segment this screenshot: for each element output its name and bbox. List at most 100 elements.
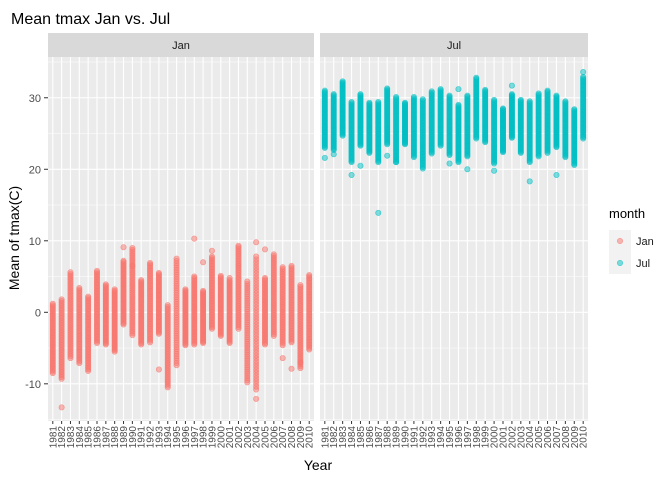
data-point bbox=[102, 281, 109, 288]
data-point bbox=[191, 235, 198, 242]
x-tick-label: 2005 bbox=[261, 426, 272, 449]
data-point bbox=[200, 259, 207, 266]
x-tick-label: 1995 bbox=[445, 426, 456, 449]
data-point bbox=[49, 300, 56, 307]
data-point bbox=[508, 91, 515, 98]
data-point bbox=[93, 267, 100, 274]
data-point bbox=[580, 69, 587, 76]
legend-key-symbol bbox=[616, 259, 623, 266]
panel-background bbox=[320, 57, 588, 421]
data-point bbox=[455, 86, 462, 93]
data-point bbox=[173, 255, 180, 262]
x-tick-label: 2009 bbox=[296, 426, 307, 449]
data-point bbox=[437, 86, 444, 93]
data-point bbox=[279, 355, 286, 362]
x-tick-label: 2000 bbox=[216, 426, 227, 449]
x-tick-label: 2003 bbox=[516, 426, 527, 449]
x-tick-label: 2000 bbox=[490, 426, 501, 449]
x-tick-label: 2002 bbox=[234, 426, 245, 449]
x-tick-label: 1999 bbox=[207, 426, 218, 449]
data-point bbox=[384, 152, 391, 159]
data-point bbox=[288, 365, 295, 372]
data-point bbox=[306, 272, 313, 279]
data-point bbox=[482, 86, 489, 93]
data-point bbox=[111, 286, 118, 293]
data-point bbox=[76, 284, 83, 291]
data-point bbox=[428, 88, 435, 95]
data-point bbox=[410, 94, 417, 101]
legend-key-symbol bbox=[616, 238, 623, 245]
x-tick-label: 1985 bbox=[356, 426, 367, 449]
data-point bbox=[297, 282, 304, 289]
data-point bbox=[321, 154, 328, 161]
x-tick-label: 2002 bbox=[507, 426, 518, 449]
x-tick-label: 2001 bbox=[498, 426, 509, 449]
x-tick-label: 1992 bbox=[146, 426, 157, 449]
data-point bbox=[85, 293, 92, 300]
facet-strip-label: Jul bbox=[447, 40, 461, 52]
x-tick-label: 1989 bbox=[119, 426, 130, 449]
data-point bbox=[208, 247, 215, 254]
data-point bbox=[366, 99, 373, 106]
data-point bbox=[129, 262, 136, 269]
x-tick-label: 1982 bbox=[329, 426, 340, 449]
data-point bbox=[164, 302, 171, 309]
x-tick-label: 1984 bbox=[347, 426, 358, 449]
data-point bbox=[217, 272, 224, 279]
legend-item-jul: Jul bbox=[609, 252, 650, 274]
data-point bbox=[244, 278, 251, 285]
data-point bbox=[562, 98, 569, 105]
data-point bbox=[402, 99, 409, 106]
data-point bbox=[191, 273, 198, 280]
x-tick-label: 1988 bbox=[110, 426, 121, 449]
data-point bbox=[330, 151, 337, 158]
data-point bbox=[526, 178, 533, 185]
x-tick-label: 2003 bbox=[243, 426, 254, 449]
data-point bbox=[339, 78, 346, 85]
legend-item-jan: Jan bbox=[609, 230, 654, 252]
data-point bbox=[253, 239, 260, 246]
legend-label: Jul bbox=[636, 258, 650, 270]
y-tick-label: -10 bbox=[25, 379, 41, 391]
data-point bbox=[393, 159, 400, 166]
data-point bbox=[120, 257, 127, 264]
x-axis-title: Year bbox=[304, 457, 333, 473]
x-tick-label: 2001 bbox=[225, 426, 236, 449]
x-tick-label: 2006 bbox=[269, 426, 280, 449]
data-point bbox=[526, 98, 533, 105]
data-point bbox=[535, 90, 542, 97]
x-tick-label: 1993 bbox=[427, 426, 438, 449]
y-tick-label: 10 bbox=[29, 236, 41, 248]
data-point bbox=[226, 274, 233, 281]
x-tick-label: 2004 bbox=[252, 426, 263, 449]
data-point bbox=[330, 91, 337, 98]
data-point bbox=[235, 242, 242, 249]
data-point bbox=[455, 101, 462, 108]
data-point bbox=[58, 296, 65, 303]
x-tick-label: 1994 bbox=[436, 426, 447, 449]
facet-strip-label: Jan bbox=[172, 40, 190, 52]
data-point bbox=[155, 269, 162, 276]
data-point bbox=[517, 96, 524, 103]
x-tick-label: 2010 bbox=[305, 426, 316, 449]
x-tick-label: 1984 bbox=[75, 426, 86, 449]
x-tick-label: 1998 bbox=[472, 426, 483, 449]
data-point bbox=[262, 246, 269, 253]
x-tick-label: 2008 bbox=[287, 426, 298, 449]
facet-strip bbox=[48, 33, 314, 57]
data-point bbox=[580, 74, 587, 81]
data-point bbox=[446, 160, 453, 167]
x-tick-label: 1998 bbox=[199, 426, 210, 449]
x-tick-label: 1988 bbox=[383, 426, 394, 449]
legend-title: month bbox=[609, 206, 645, 221]
chart-title: Mean tmax Jan vs. Jul bbox=[11, 11, 170, 28]
x-tick-label: 1981 bbox=[320, 426, 331, 449]
series-jul bbox=[321, 69, 587, 216]
legend-label: Jan bbox=[636, 236, 654, 248]
data-point bbox=[446, 92, 453, 99]
x-tick-label: 2005 bbox=[534, 426, 545, 449]
data-point bbox=[297, 359, 304, 366]
data-point bbox=[499, 105, 506, 112]
